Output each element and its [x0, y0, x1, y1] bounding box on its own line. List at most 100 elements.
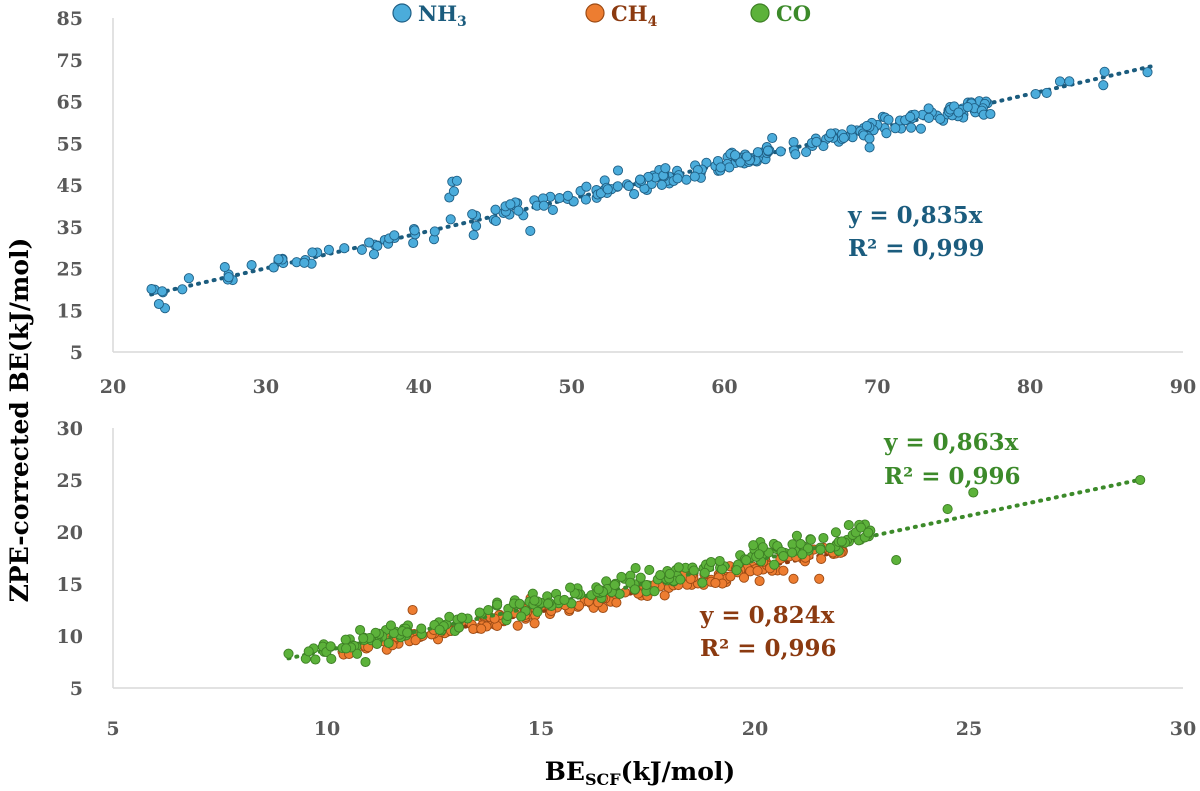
point-NH3-236	[905, 111, 916, 122]
point-NH3-267	[153, 298, 164, 310]
point-CH4-184	[754, 575, 765, 587]
point-NH3-241	[890, 123, 901, 134]
point-CO-135	[825, 543, 836, 554]
point-CO-226	[326, 653, 337, 664]
point-CO-177	[863, 527, 874, 538]
x-axis-label: BESCF(kJ/mol)	[545, 757, 735, 789]
point-CO-171	[641, 579, 652, 591]
x-tick-top-30: 30	[253, 376, 279, 398]
point-CO-208	[358, 633, 369, 644]
point-CO-214	[673, 562, 684, 573]
point-CH4-186	[738, 572, 750, 583]
legend-marker-co	[750, 3, 770, 23]
point-CO-130	[699, 567, 710, 578]
point-NH3-251	[935, 113, 946, 124]
point-CH4-195	[611, 597, 622, 608]
legend-marker-nh3	[392, 3, 412, 23]
point-CO-170	[769, 559, 780, 570]
point-CH4-200	[407, 604, 418, 616]
legend-label-ch4: CH4	[611, 1, 658, 30]
point-NH3-244	[953, 107, 964, 118]
panel-top: 5 15 25 35 45 55 65 75 85 20 30 40 50 60 70 80 90 y = 0,8…	[57, 8, 1197, 398]
point-NH3-223	[223, 272, 234, 283]
point-NH3-261	[451, 175, 462, 186]
point-NH3-125	[881, 128, 892, 139]
point-NH3-243	[635, 174, 646, 185]
point-CO-209	[675, 574, 686, 585]
point-CH4-156	[529, 618, 540, 629]
point-CH4-174	[725, 571, 736, 582]
point-CO-160	[532, 606, 543, 617]
point-CO-152	[352, 648, 363, 659]
y-tick-bottom-30: 30	[57, 418, 83, 440]
point-CH4-40	[512, 620, 523, 631]
y-tick-top-45: 45	[57, 175, 83, 197]
point-NH3-123	[471, 220, 482, 232]
point-CO-142	[385, 620, 396, 631]
point-CO-176	[434, 624, 445, 635]
point-NH3-140	[623, 180, 634, 192]
point-NH3-258	[602, 184, 613, 195]
point-NH3-80	[177, 284, 188, 295]
y-tick-top-65: 65	[57, 92, 83, 114]
point-CO-197	[492, 599, 503, 610]
point-NH3-249	[490, 204, 501, 215]
point-NH3-172	[562, 190, 573, 201]
x-tick-top-70: 70	[864, 376, 890, 398]
point-CO-222	[968, 487, 979, 498]
point-NH3-31	[1099, 66, 1110, 77]
point-CO-182	[502, 610, 513, 621]
point-CH4-178	[752, 565, 763, 576]
point-CO-155	[731, 565, 742, 576]
point-CH4-201	[814, 573, 825, 584]
x-tick-top-60: 60	[711, 376, 737, 398]
point-NH3-190	[752, 147, 763, 158]
x-tick-bottom-30: 30	[1170, 718, 1196, 740]
point-NH3-252	[730, 150, 741, 161]
r2-CO: R² = 0,996	[884, 463, 1021, 490]
y-tick-top-5: 5	[70, 342, 83, 364]
y-tick-bottom-10: 10	[57, 626, 83, 648]
point-CO-127	[655, 570, 666, 581]
r2-NH3: R² = 0,999	[848, 235, 985, 262]
point-CO-185	[830, 527, 841, 538]
y-tick-bottom-25: 25	[57, 470, 83, 492]
point-CO-173	[855, 522, 866, 533]
y-tick-bottom-5: 5	[70, 678, 83, 700]
point-CO-18	[843, 520, 854, 531]
point-NH3-164	[656, 179, 667, 190]
point-NH3-169	[838, 132, 849, 143]
point-NH3-229	[157, 286, 168, 297]
point-CO-34	[649, 586, 660, 597]
legend-label-ch4-main: CH	[611, 1, 648, 26]
point-NH3-257	[962, 102, 973, 113]
point-NH3-237	[629, 189, 640, 200]
point-NH3-52	[580, 194, 591, 205]
legend-label-nh3-main: NH	[418, 1, 457, 26]
point-NH3-222	[364, 237, 375, 248]
point-NH3-265	[467, 209, 478, 220]
point-NH3-193	[915, 123, 926, 134]
y-tick-top-35: 35	[57, 217, 83, 239]
x-tick-top-20: 20	[100, 376, 126, 398]
point-CH4-70	[778, 565, 789, 576]
x-axis-label-unit: (kJ/mol)	[621, 757, 736, 786]
point-NH3-150	[368, 249, 380, 260]
point-CO-202	[815, 544, 826, 555]
point-NH3-259	[538, 200, 549, 211]
x-tick-top-80: 80	[1017, 376, 1043, 398]
point-NH3-207	[323, 244, 334, 255]
point-CO-198	[688, 565, 699, 576]
x-tick-bottom-25: 25	[956, 718, 982, 740]
y-tick-top-85: 85	[57, 8, 83, 30]
x-axis-label-sub: SCF	[585, 770, 621, 789]
point-CO-220	[1135, 474, 1146, 486]
series-NH3	[146, 64, 1155, 314]
point-CO-72	[748, 540, 759, 551]
point-NH3-155	[612, 165, 624, 176]
point-CO-210	[456, 612, 467, 623]
legend-label-ch4-sub: 4	[648, 14, 658, 30]
point-NH3-242	[741, 151, 752, 162]
legend: NH3 CH4 CO	[392, 1, 811, 30]
